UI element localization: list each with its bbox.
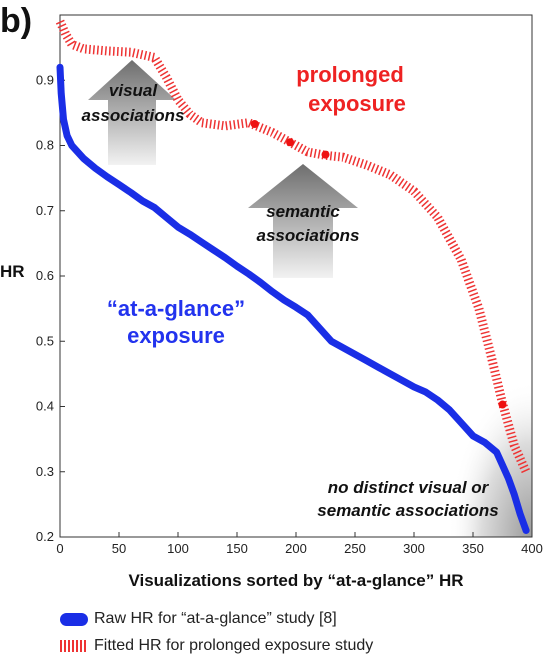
x-tick-label: 300 bbox=[403, 541, 425, 556]
legend-swatch-red bbox=[60, 640, 88, 652]
y-tick-label: 0.7 bbox=[36, 203, 54, 218]
prolonged-label-1: prolonged bbox=[296, 62, 404, 87]
y-tick-label: 0.8 bbox=[36, 138, 54, 153]
legend-item-fitted: Fitted HR for prolonged exposure study bbox=[60, 637, 373, 655]
legend-label-fitted: Fitted HR for prolonged exposure study bbox=[94, 637, 374, 654]
glance-label-1: “at-a-glance” bbox=[107, 296, 245, 321]
highlight-point bbox=[250, 119, 259, 128]
x-tick-label: 150 bbox=[226, 541, 248, 556]
none-label-2: semantic associations bbox=[317, 501, 498, 520]
highlight-point bbox=[498, 400, 507, 409]
semantic-label-1: semantic bbox=[266, 202, 340, 221]
x-tick-label: 100 bbox=[167, 541, 189, 556]
y-tick-label: 0.5 bbox=[36, 333, 54, 348]
x-tick-label: 250 bbox=[344, 541, 366, 556]
y-tick-label: 0.3 bbox=[36, 464, 54, 479]
x-tick-label: 0 bbox=[56, 541, 63, 556]
legend-swatch-blue bbox=[60, 612, 88, 626]
hr-chart: b) 0 50 100 150 200 250 300 350 400 0.2 0.3 0.4 0.5… bbox=[0, 2, 543, 590]
x-axis-title: Visualizations sorted by “at-a-glance” H… bbox=[128, 571, 463, 590]
highlight-point bbox=[286, 138, 295, 147]
none-label-1: no distinct visual or bbox=[328, 478, 490, 497]
prolonged-label-2: exposure bbox=[308, 91, 406, 116]
visual-arrow-shape bbox=[88, 60, 176, 165]
y-tick-label: 0.4 bbox=[36, 399, 54, 414]
y-axis-title: HR bbox=[0, 262, 25, 281]
semantic-arrow-shape bbox=[248, 164, 358, 278]
x-tick-label: 200 bbox=[285, 541, 307, 556]
visual-label-1: visual bbox=[109, 81, 158, 100]
series-line-raw-hr bbox=[56, 63, 530, 534]
y-tick-label: 0.9 bbox=[36, 72, 54, 87]
semantic-label-2: associations bbox=[257, 226, 360, 245]
x-tick-label: 50 bbox=[112, 541, 126, 556]
legend-label-raw: Raw HR for “at-a-glance” study [8] bbox=[94, 610, 337, 627]
legend-item-raw: Raw HR for “at-a-glance” study [8] bbox=[60, 610, 337, 628]
visual-label-2: associations bbox=[82, 106, 185, 125]
x-tick-label: 350 bbox=[462, 541, 484, 556]
panel-label: b) bbox=[0, 2, 32, 40]
y-tick-label: 0.2 bbox=[36, 529, 54, 544]
y-tick-label: 0.6 bbox=[36, 268, 54, 283]
glance-label-2: exposure bbox=[127, 323, 225, 348]
x-tick-label: 400 bbox=[521, 541, 543, 556]
highlight-point bbox=[321, 150, 330, 159]
